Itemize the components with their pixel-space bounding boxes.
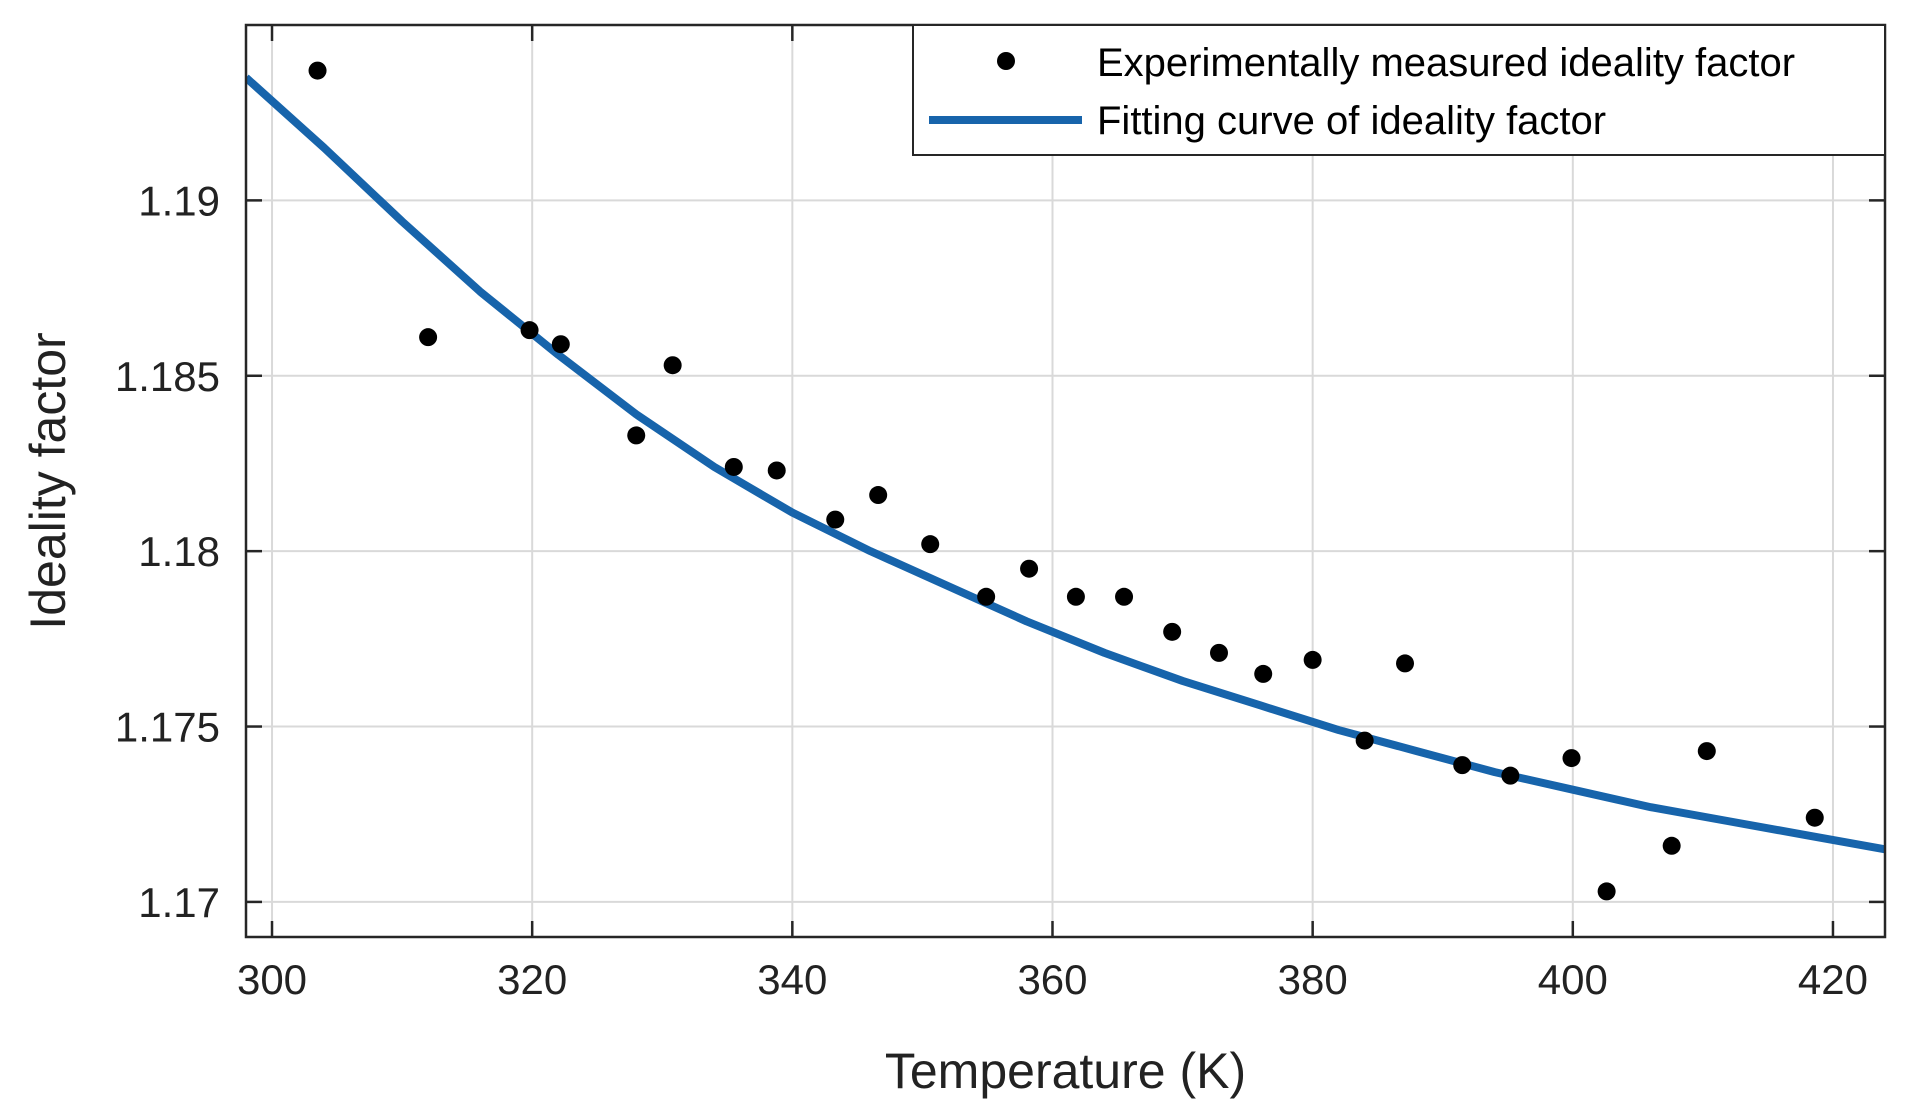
x-axis-label: Temperature (K): [885, 1043, 1246, 1099]
data-point: [977, 587, 996, 606]
data-point: [663, 356, 682, 375]
data-point: [1254, 664, 1273, 683]
x-tick-label: 340: [757, 956, 827, 1003]
data-point: [1163, 622, 1182, 641]
data-point: [724, 457, 743, 476]
data-point: [1662, 836, 1681, 855]
data-point: [767, 461, 786, 480]
legend-label-fit: Fitting curve of ideality factor: [1097, 99, 1606, 143]
y-tick-label: 1.185: [115, 353, 220, 400]
y-axis-label: Ideality factor: [20, 332, 76, 629]
data-point: [869, 486, 888, 505]
x-tick-label: 380: [1278, 956, 1348, 1003]
data-point: [1020, 559, 1039, 578]
x-tick-label: 300: [237, 956, 307, 1003]
legend-label-measured: Experimentally measured ideality factor: [1097, 41, 1795, 85]
legend-marker-measured: [997, 52, 1015, 70]
x-tick-label: 400: [1538, 956, 1608, 1003]
data-point: [1115, 587, 1134, 606]
data-point: [1396, 654, 1415, 673]
data-point: [1501, 766, 1520, 785]
data-point: [1303, 650, 1322, 669]
data-point: [1697, 742, 1716, 761]
y-tick-label: 1.175: [115, 704, 220, 751]
plot-series: [246, 61, 1885, 901]
data-point: [921, 535, 940, 554]
y-tick-label: 1.19: [138, 177, 220, 224]
data-point: [419, 328, 438, 347]
y-tick-label: 1.18: [138, 528, 220, 575]
data-point: [1562, 749, 1581, 768]
legend-box: [912, 24, 1886, 156]
x-tick-label: 420: [1798, 956, 1868, 1003]
data-point: [627, 426, 646, 445]
data-point: [1355, 731, 1374, 750]
x-tick-label: 320: [497, 956, 567, 1003]
data-point: [551, 335, 570, 354]
grid: [246, 25, 1885, 937]
data-point: [1066, 587, 1085, 606]
data-point: [308, 61, 327, 80]
data-point: [1209, 643, 1228, 662]
legend: Experimentally measured ideality factor …: [912, 24, 1886, 156]
data-point: [1453, 756, 1472, 775]
data-point: [826, 510, 845, 529]
x-tick-label: 360: [1017, 956, 1087, 1003]
fit-curve-line: [246, 74, 1885, 854]
y-tick-label: 1.17: [138, 879, 220, 926]
data-point: [1805, 808, 1824, 827]
data-point: [1597, 882, 1616, 901]
data-point: [520, 321, 539, 340]
tick-labels: 300 320 340 360 380 400 420 1.17 1.175 1.18 1.185 1…: [115, 177, 1868, 1003]
